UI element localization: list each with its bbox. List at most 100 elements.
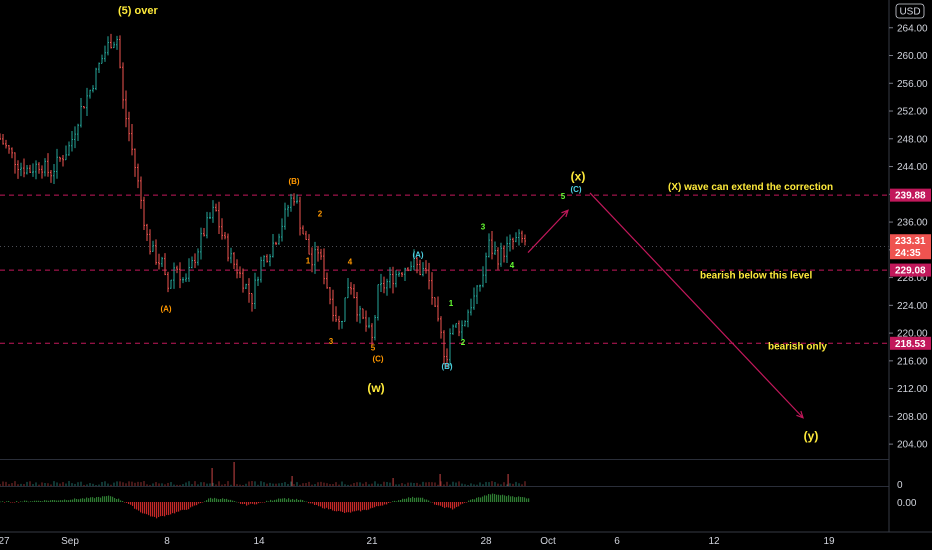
candle [440, 316, 442, 339]
candle [218, 201, 220, 235]
candle [416, 257, 418, 274]
candle [332, 289, 334, 322]
time-tick-label: 27 [0, 536, 10, 547]
oscillator-bar [290, 499, 292, 502]
oscillator-bar [492, 493, 494, 502]
oscillator-bar [24, 500, 26, 502]
volume-bar [347, 484, 349, 486]
volume-bar [140, 482, 142, 486]
candle [230, 247, 232, 264]
candle [257, 276, 259, 287]
candle [206, 211, 208, 239]
oscillator-bar [522, 497, 524, 502]
volume-bar [143, 481, 145, 486]
wave-annotation: (A) [160, 305, 171, 314]
volume-bar [323, 482, 325, 486]
oscillator-bar [208, 498, 210, 502]
volume-bar [425, 482, 427, 486]
candle [413, 249, 415, 271]
candle [146, 223, 148, 241]
price-tick-label: 224.00 [897, 301, 928, 312]
oscillator-bar [346, 502, 348, 513]
candle [95, 67, 97, 91]
volume-bar [218, 481, 220, 486]
volume-bar [215, 484, 217, 486]
volume-bar [506, 484, 508, 486]
volume-bar [227, 481, 229, 486]
oscillator-bar [78, 499, 80, 502]
time-axis[interactable]: 27 Sep 8 14 21 28 Oct 6 12 19 [0, 531, 932, 547]
candle [116, 35, 118, 50]
currency-button[interactable]: USD [895, 3, 925, 19]
time-tick-label: Sep [61, 536, 79, 547]
candle [515, 232, 517, 243]
projection-arrows [527, 192, 804, 419]
volume-bar [41, 482, 43, 486]
oscillator-bar [452, 502, 454, 510]
oscillator-bar [168, 502, 170, 516]
oscillator-bar [28, 501, 30, 503]
price-tick-label: 264.00 [897, 23, 928, 34]
candle [425, 260, 427, 274]
price-badge: 233.31 [890, 234, 931, 248]
oscillator-bar [454, 502, 456, 509]
volume-bar [374, 481, 376, 486]
candle [188, 258, 190, 282]
oscillator-bar [446, 502, 448, 508]
oscillator-bar [340, 502, 342, 512]
candle [170, 279, 172, 289]
volume-bar [194, 481, 196, 486]
volume-bar [251, 481, 253, 486]
candle [443, 330, 445, 365]
volume-bar [146, 484, 148, 486]
oscillator-bar [36, 500, 38, 502]
volume-bar [17, 484, 19, 486]
oscillator-bar [110, 496, 112, 502]
candle [323, 248, 325, 285]
candle [305, 230, 307, 240]
volume-bar [158, 483, 160, 486]
oscillator-bar [458, 502, 460, 507]
volume-bar [470, 483, 472, 486]
candle [341, 320, 343, 329]
volume-bar [179, 484, 181, 486]
volume-bar [230, 484, 232, 486]
wave-annotation: 3 [481, 223, 486, 232]
wave-annotation: 4 [348, 257, 353, 266]
oscillator-bar [378, 502, 380, 507]
oscillator-bar [418, 497, 420, 502]
candle [293, 193, 295, 206]
price-tick-label: 220.00 [897, 329, 928, 340]
oscillator-bar [468, 500, 470, 502]
oscillator-bar [432, 502, 434, 503]
volume-bar [440, 481, 442, 486]
price-tick-label: 212.00 [897, 384, 928, 395]
candle [275, 241, 277, 246]
price-badge-label: 229.08 [895, 266, 926, 277]
volume-bar [311, 484, 313, 486]
oscillator-bar [376, 502, 378, 507]
candle [200, 227, 202, 260]
oscillator-bar [278, 498, 280, 502]
volume-bar [461, 483, 463, 486]
volume-spike-bar [507, 474, 509, 486]
oscillator-bar [466, 502, 468, 503]
volume-bar [359, 482, 361, 486]
candle [506, 236, 508, 264]
volume-bar [410, 482, 412, 486]
oscillator-bar [360, 502, 362, 512]
volume-bar [482, 484, 484, 486]
oscillator-bar [462, 502, 464, 504]
volume-bar [509, 483, 511, 486]
candle [17, 160, 19, 179]
candle [83, 106, 85, 109]
volume-bar [155, 482, 157, 486]
volume-bar [371, 483, 373, 486]
candle [251, 292, 253, 312]
candle [215, 203, 217, 212]
volume-bar [44, 483, 46, 486]
volume-bar [167, 482, 169, 486]
oscillator-bar [54, 500, 56, 502]
oscillator-bar [92, 497, 94, 502]
